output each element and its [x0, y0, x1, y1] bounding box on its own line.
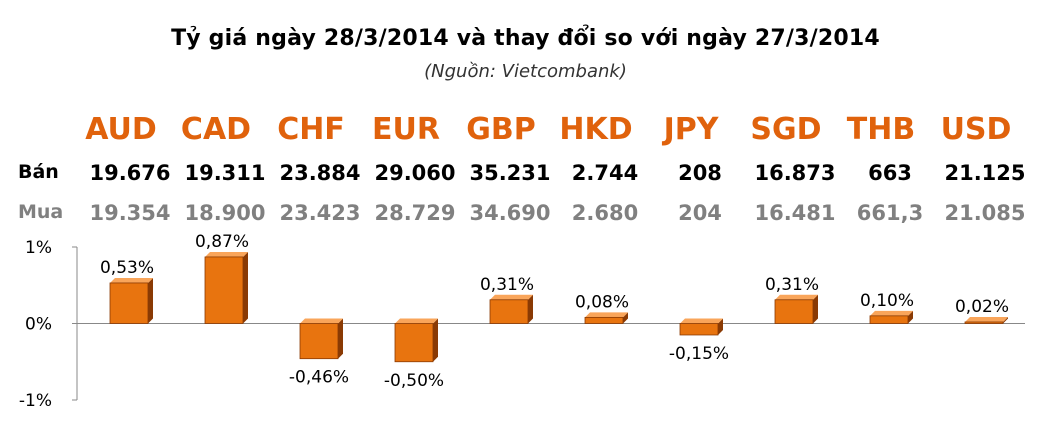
- sell-value: 21.125: [944, 161, 1026, 185]
- bar-jpy: [679, 318, 723, 336]
- bar-hkd: [584, 312, 628, 324]
- buy-value: 34.690: [469, 201, 551, 225]
- buy-row-label: Mua: [18, 201, 64, 223]
- data-label: 0,87%: [195, 232, 249, 252]
- bar-top: [395, 318, 438, 324]
- y-tick-label: 1%: [25, 238, 52, 258]
- bar-front: [394, 323, 434, 363]
- bar-side: [528, 294, 533, 324]
- buy-value: 23.423: [279, 201, 361, 225]
- sell-value: 35.231: [469, 161, 551, 185]
- bar-gbp: [489, 294, 533, 324]
- bar-side: [433, 318, 438, 362]
- bar-aud: [109, 277, 153, 324]
- sell-value: 23.884: [279, 161, 361, 185]
- bar-top: [205, 251, 248, 257]
- bar-front: [109, 282, 149, 324]
- bar-front: [679, 323, 719, 336]
- sell-value: 19.676: [89, 161, 171, 185]
- sell-value: 29.060: [374, 161, 456, 185]
- bar-front: [299, 323, 339, 360]
- data-label: 0,08%: [575, 292, 629, 312]
- chart-subtitle: (Nguồn: Vietcombank): [424, 61, 627, 82]
- bar-front: [774, 299, 814, 324]
- currency-code: GBP: [466, 112, 536, 147]
- currency-code: USD: [940, 112, 1012, 147]
- data-label: 0,10%: [860, 291, 914, 311]
- y-tick-label: -1%: [19, 391, 52, 411]
- buy-value: 28.729: [374, 201, 456, 225]
- bar-front: [204, 256, 244, 324]
- sell-value: 2.744: [571, 161, 639, 185]
- bar-top: [965, 316, 1008, 322]
- sell-value: 208: [678, 161, 722, 185]
- sell-value: 663: [868, 161, 912, 185]
- chart-title: Tỷ giá ngày 28/3/2014 và thay đổi so với…: [171, 26, 880, 51]
- data-label: -0,46%: [289, 368, 349, 388]
- currency-code: CAD: [180, 112, 252, 147]
- data-label: 0,53%: [100, 258, 154, 278]
- bar-thb: [869, 310, 913, 324]
- bar-usd: [964, 316, 1008, 324]
- buy-value: 16.481: [754, 201, 836, 225]
- bar-front: [869, 315, 909, 324]
- currency-code: THB: [846, 112, 916, 147]
- bar-side: [623, 312, 628, 324]
- buy-value: 2.680: [571, 201, 639, 225]
- bar-cad: [204, 251, 248, 324]
- bar-top: [300, 318, 343, 324]
- bar-chf: [299, 318, 343, 360]
- bar-top: [490, 294, 533, 300]
- data-label: 0,02%: [955, 297, 1009, 317]
- bar-top: [870, 310, 913, 316]
- bar-front: [489, 299, 529, 324]
- currency-code: AUD: [85, 112, 157, 147]
- bar-front: [964, 321, 1004, 324]
- buy-value: 18.900: [184, 201, 266, 225]
- sell-value: 19.311: [184, 161, 266, 185]
- y-tick-label: 0%: [25, 315, 52, 335]
- sell-value: 16.873: [754, 161, 836, 185]
- bar-front: [584, 316, 624, 324]
- data-label: 0,31%: [765, 275, 819, 295]
- bar-side: [148, 277, 153, 324]
- bar-side: [718, 318, 723, 335]
- buy-value: 204: [678, 201, 722, 225]
- bar-top: [775, 294, 818, 300]
- currency-code: EUR: [372, 112, 440, 147]
- bar-side: [908, 310, 913, 324]
- bar-side: [1003, 316, 1008, 324]
- bar-top: [680, 318, 723, 324]
- buy-value: 661,3: [856, 201, 924, 225]
- currency-code: JPY: [663, 112, 719, 147]
- sell-row-label: Bán: [18, 161, 59, 183]
- bar-sgd: [774, 294, 818, 324]
- bar-top: [110, 277, 153, 283]
- bar-top: [585, 312, 628, 318]
- currency-code: HKD: [559, 112, 633, 147]
- currency-code: CHF: [277, 112, 345, 147]
- data-label: 0,31%: [480, 275, 534, 295]
- currency-code: SGD: [750, 112, 822, 147]
- bar-side: [338, 318, 343, 359]
- data-label: -0,15%: [669, 344, 729, 364]
- bar-side: [813, 294, 818, 324]
- bar-eur: [394, 318, 438, 363]
- buy-value: 21.085: [944, 201, 1026, 225]
- data-label: -0,50%: [384, 371, 444, 391]
- bar-side: [243, 251, 248, 324]
- buy-value: 19.354: [89, 201, 171, 225]
